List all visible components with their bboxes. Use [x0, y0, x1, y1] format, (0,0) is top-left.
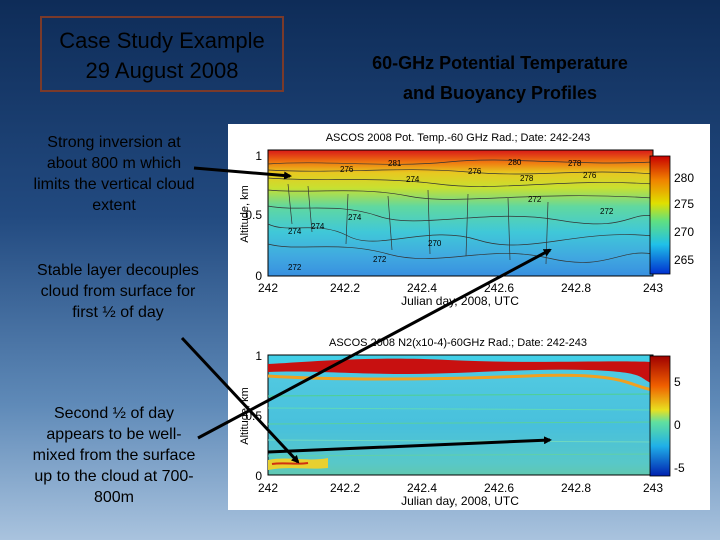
x-tick-label: 243: [643, 281, 663, 295]
bottom-y-axis-label: Altitude, km: [239, 387, 251, 444]
note-line: limits the vertical cloud: [33, 176, 195, 193]
x-tick-label: 242.4: [407, 281, 437, 295]
x-tick-label: 242.6: [484, 281, 514, 295]
contour-label: 272: [288, 263, 302, 272]
top-plot-title: ASCOS 2008 Pot. Temp.-60 GHz Rad.; Date:…: [326, 132, 591, 144]
colorbar-tick: 265: [674, 253, 694, 267]
bottom-plot-area: [267, 354, 654, 476]
contour-label: 274: [311, 222, 325, 231]
note-line: first ½ of day: [72, 304, 164, 321]
contour-label: 272: [600, 207, 614, 216]
colorbar-tick: 280: [674, 171, 694, 185]
contour-label: 270: [428, 239, 442, 248]
note-line: up to the cloud at 700-: [34, 468, 194, 485]
note-line: Second ½ of day: [53, 405, 175, 422]
note-inversion: Strong inversion at about 800 m which li…: [14, 132, 214, 216]
contour-label: 274: [348, 213, 362, 222]
contour-label: 274: [406, 175, 420, 184]
y-tick-label: 0: [255, 469, 262, 483]
x-tick-label: 242.8: [561, 481, 591, 495]
y-tick-label: 1: [255, 149, 262, 163]
bottom-x-axis-label: Julian day, 2008, UTC: [401, 494, 519, 508]
heading-line-2: and Buoyancy Profiles: [402, 83, 598, 103]
note-stable-layer: Stable layer decouples cloud from surfac…: [18, 260, 218, 323]
contour-label: 274: [288, 227, 302, 236]
contour-label: 280: [508, 158, 522, 167]
colorbar-tick: 0: [674, 418, 681, 432]
contour-label: 278: [568, 159, 582, 168]
colorbar-tick: 270: [674, 225, 694, 239]
x-tick-label: 243: [643, 481, 663, 495]
bottom-plot-title: ASCOS 2008 N2(x10-4)-60GHz Rad.; Date: 2…: [329, 337, 587, 349]
x-tick-label: 242.8: [561, 281, 591, 295]
note-line: 800m: [93, 489, 135, 506]
bottom-colorbar: [649, 355, 671, 477]
slide-date: 29 August 2008: [85, 58, 239, 83]
colorbar-tick: 275: [674, 197, 694, 211]
x-tick-label: 242.2: [330, 281, 360, 295]
top-colorbar: [649, 155, 671, 275]
slide-title: Case Study Example: [59, 28, 265, 53]
contour-label: 276: [340, 165, 354, 174]
contour-label: 281: [388, 159, 402, 168]
note-well-mixed: Second ½ of day appears to be well- mixe…: [12, 403, 216, 508]
contour-label: 272: [528, 195, 542, 204]
note-line: mixed from the surface: [32, 447, 196, 464]
heading-line-1: 60-GHz Potential Temperature: [372, 53, 628, 73]
top-contour-lines: [267, 159, 654, 265]
top-y-axis-label: Altitude, km: [239, 185, 251, 242]
slide-title-box: Case Study Example 29 August 2008: [40, 16, 284, 92]
note-line: about 800 m which: [46, 155, 182, 172]
figure-svg: ASCOS 2008 Pot. Temp.-60 GHz Rad.; Date:…: [239, 132, 694, 508]
note-line: Stable layer decouples: [37, 262, 199, 279]
contour-label: 272: [373, 255, 387, 264]
x-tick-label: 242: [258, 281, 278, 295]
y-tick-label: 1: [255, 349, 262, 363]
x-tick-label: 242: [258, 481, 278, 495]
note-line: extent: [92, 197, 136, 214]
note-line: appears to be well-: [46, 426, 182, 443]
colorbar-tick: 5: [674, 375, 681, 389]
y-tick-label: 0.5: [245, 208, 262, 222]
x-tick-label: 242.4: [407, 481, 437, 495]
figure-panel: ASCOS 2008 Pot. Temp.-60 GHz Rad.; Date:…: [228, 124, 710, 510]
top-plot-area: [267, 149, 654, 277]
top-x-axis-label: Julian day, 2008, UTC: [401, 294, 519, 308]
x-tick-label: 242.2: [330, 481, 360, 495]
contour-label: 276: [583, 171, 597, 180]
contour-label: 276: [468, 167, 482, 176]
note-line: Strong inversion at: [47, 134, 181, 151]
colorbar-tick: -5: [674, 461, 685, 475]
slide-heading: 60-GHz Potential Temperature and Buoyanc…: [320, 48, 680, 108]
x-tick-label: 242.6: [484, 481, 514, 495]
contour-label: 278: [520, 174, 534, 183]
note-line: cloud from surface for: [40, 283, 196, 300]
